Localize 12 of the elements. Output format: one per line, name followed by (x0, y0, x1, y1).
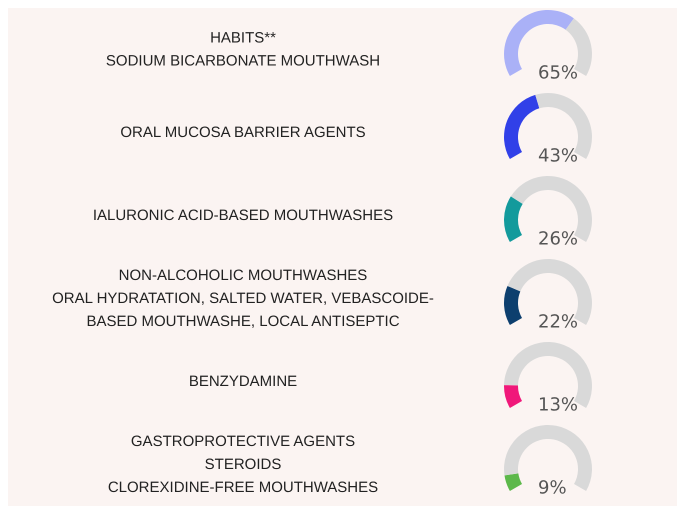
text: 43% (538, 146, 578, 166)
text: 9% (538, 478, 567, 498)
text: 65% (538, 62, 578, 84)
text: GASTROPROTECTIVE AGENTS STEROIDS CLOREXIDINE-FREE MOUTHWASHES (108, 433, 378, 496)
text: BENZYDAMINE (188, 373, 298, 390)
text: ORAL MUCOSA BARRIER AGENTS (120, 124, 366, 141)
text: 22% (538, 312, 578, 332)
text: IALURONIC ACID-BASED MOUTHWASHES (92, 207, 394, 224)
text: HABITS** SODIUM BICARBONATE MOUTHWASH (106, 30, 380, 70)
text: 26% (538, 228, 578, 250)
text: 13% (538, 394, 578, 416)
text: NON-ALCOHOLIC MOUTHWASHES ORAL HYDRATATION, SALTED WATER, VEBASCOIDE- BASED MOUTHWASHE, LOCAL ANTISEPTIC (52, 267, 434, 330)
